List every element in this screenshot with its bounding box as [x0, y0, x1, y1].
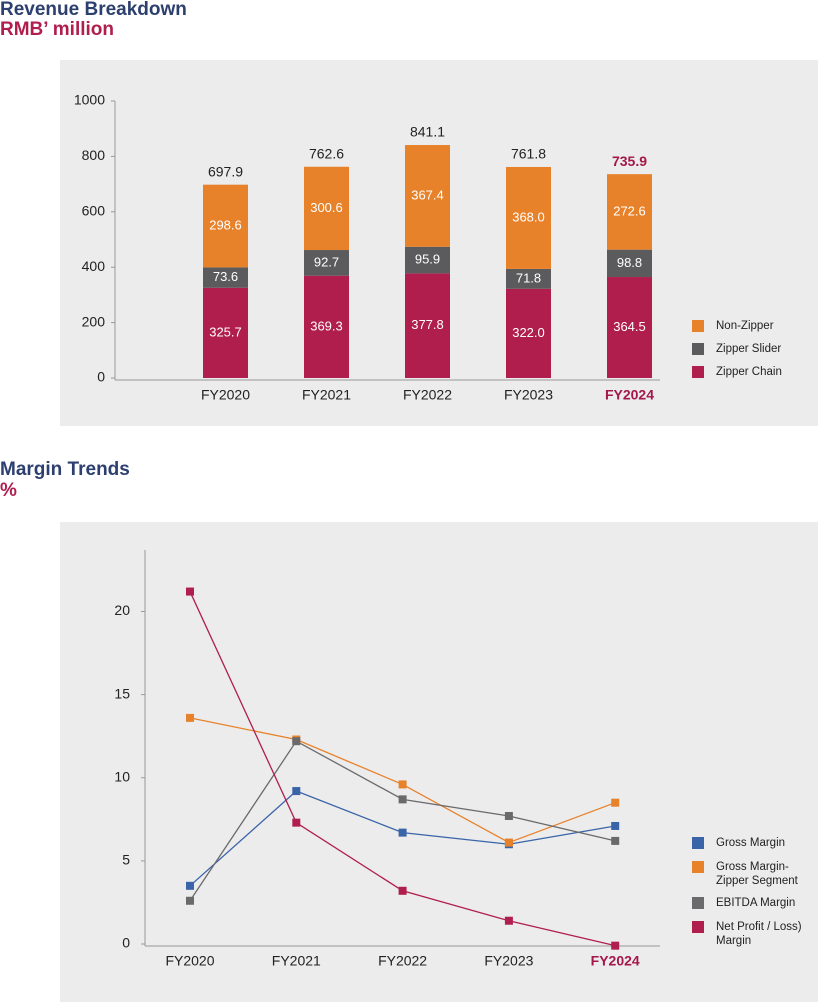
value-label: 325.7	[209, 324, 242, 339]
x-tick-label: FY2021	[302, 387, 351, 403]
value-label: 322.0	[512, 325, 545, 340]
point	[186, 587, 194, 596]
x-tick-label: FY2021	[272, 953, 321, 969]
value-label: 367.4	[411, 187, 444, 202]
point	[398, 828, 407, 837]
point	[504, 811, 513, 820]
legend-label: Non-Zipper	[716, 320, 774, 332]
x-tick-label: FY2023	[484, 953, 533, 969]
total-label: 735.9	[612, 153, 647, 169]
y-tick-label: 600	[82, 203, 106, 219]
legend-swatch	[692, 861, 704, 873]
bar-segment	[304, 250, 349, 276]
y-tick-label: 0	[97, 369, 105, 385]
legend-swatch	[692, 837, 704, 849]
legend-swatch	[692, 320, 704, 332]
bar-segment	[304, 166, 349, 251]
bar-segment	[506, 288, 551, 378]
y-tick-label: 5	[122, 852, 130, 868]
legend-label: Zipper Chain	[716, 366, 782, 378]
point	[186, 881, 194, 890]
bar-segment	[203, 287, 248, 378]
point	[398, 795, 407, 804]
y-tick-label: 0	[122, 935, 130, 951]
legend-label: EBITDA Margin	[716, 897, 796, 909]
y-tick-label: 1000	[74, 92, 105, 108]
value-label: 98.8	[617, 255, 642, 270]
value-label: 364.5	[613, 319, 646, 334]
y-tick-label: 15	[114, 685, 130, 701]
point	[504, 916, 513, 925]
point	[504, 838, 513, 847]
x-tick-label: FY2023	[504, 387, 553, 403]
y-tick-label: 10	[114, 768, 130, 784]
bar-segment	[405, 246, 450, 274]
legend-label: Gross Margin	[716, 837, 786, 849]
value-label: 377.8	[411, 317, 444, 332]
point	[186, 896, 194, 905]
value-label: 272.6	[613, 203, 646, 218]
y-tick-label: 400	[82, 258, 106, 274]
bar-segment	[203, 184, 248, 268]
y-tick-label: 200	[82, 313, 106, 329]
panel	[60, 522, 818, 1002]
point	[292, 737, 301, 746]
legend-swatch	[692, 366, 704, 378]
legend-swatch	[692, 897, 704, 909]
point	[292, 818, 301, 827]
legend-label: Gross Margin-Zipper Segment	[716, 861, 798, 887]
bar-segment	[405, 273, 450, 378]
point	[611, 798, 620, 807]
legend-label: Zipper Slider	[716, 343, 782, 355]
point	[611, 836, 620, 845]
bar-segment	[607, 249, 652, 278]
bar-segment	[304, 275, 349, 378]
x-tick-label: FY2024	[605, 387, 654, 403]
total-label: 761.8	[511, 146, 546, 162]
x-tick-label: FY2024	[591, 953, 640, 969]
chart-title: Margin Trends	[0, 459, 130, 480]
value-label: 95.9	[415, 252, 440, 267]
y-tick-label: 20	[114, 602, 130, 618]
point	[398, 780, 407, 789]
x-tick-label: FY2020	[201, 387, 250, 403]
legend-swatch	[692, 921, 704, 933]
x-tick-label: FY2022	[378, 953, 427, 969]
bar-segment	[405, 145, 450, 247]
value-label: 300.6	[310, 200, 343, 215]
chart-subtitle: RMB’ million	[0, 19, 114, 40]
bar-segment	[607, 174, 652, 250]
value-label: 71.8	[516, 270, 541, 285]
legend-label: Net Profit / Loss) Margin	[716, 921, 802, 947]
bar-segment	[203, 267, 248, 288]
chart-title: Revenue Breakdown	[0, 0, 187, 20]
value-label: 369.3	[310, 318, 343, 333]
y-tick-label: 800	[82, 147, 106, 163]
legend-swatch	[692, 343, 704, 355]
point	[398, 886, 407, 895]
bar-segment	[607, 277, 652, 378]
chart-subtitle: %	[0, 480, 17, 501]
bar-segment	[506, 166, 551, 269]
total-label: 697.9	[208, 163, 243, 179]
total-label: 762.6	[309, 145, 344, 161]
value-label: 298.6	[209, 217, 242, 232]
value-label: 368.0	[512, 209, 545, 224]
value-label: 92.7	[314, 254, 339, 269]
point	[611, 941, 620, 950]
x-tick-label: FY2020	[165, 953, 214, 969]
bar-segment	[506, 268, 551, 289]
x-tick-label: FY2022	[403, 387, 452, 403]
value-label: 73.6	[213, 269, 238, 284]
total-label: 841.1	[410, 124, 445, 140]
point	[186, 713, 194, 722]
point	[611, 821, 620, 830]
point	[292, 787, 301, 796]
